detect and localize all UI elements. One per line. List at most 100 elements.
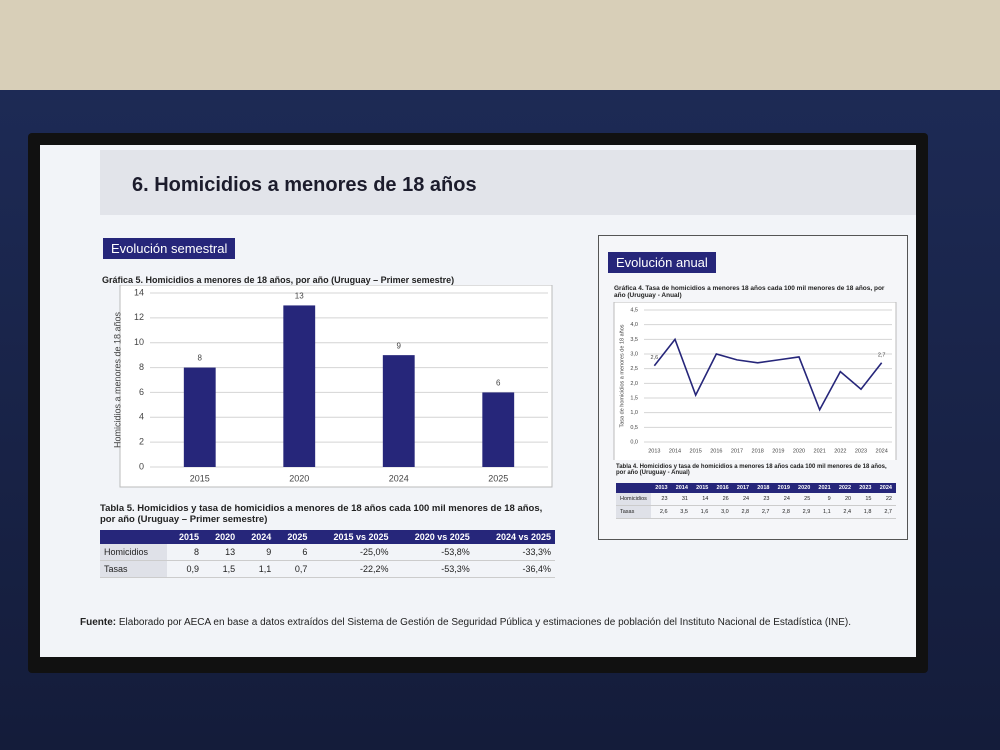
- table-cell: -53,8%: [392, 544, 474, 561]
- table-cell: 25: [793, 493, 815, 506]
- title-bar: [100, 150, 916, 215]
- header-cell: 2015: [691, 483, 713, 493]
- line-chart: 0,0 0,5 1,0 1,5 2,0 2,5 3,0 3,5 4,0 4,5 Tasa de ho…: [613, 302, 897, 460]
- table-row: Homicidios 23 31 14 26 24 23 24 25 9 20 15 22: [616, 493, 896, 506]
- y-tick-label: 1,5: [630, 395, 638, 401]
- table-cell: 22: [875, 493, 896, 506]
- table-cell: -53,3%: [392, 560, 474, 578]
- table-cell: Homicidios: [100, 544, 167, 561]
- y-tick-label: 3,5: [630, 337, 638, 343]
- x-tick-label: 2015: [190, 473, 210, 483]
- table-cell: 2,7: [753, 505, 774, 519]
- y-tick-label: 12: [134, 312, 144, 322]
- y-tick-label: 3,0: [630, 351, 638, 357]
- table-row: Tasas 0,9 1,5 1,1 0,7 -22,2% -53,3% -36,4%: [100, 560, 555, 578]
- section-label: Evolución semestral: [103, 238, 236, 259]
- x-tick-label: 2024: [876, 448, 888, 454]
- table-cell: 8: [166, 544, 204, 561]
- x-tick-label: 2019: [772, 448, 784, 454]
- table: 2015 2020 2024 2025 2015 vs 2025 2020 vs 2025…: [100, 530, 555, 578]
- header-cell: 2025: [275, 530, 312, 544]
- y-tick-label: 4,0: [630, 322, 638, 328]
- header-cell: 2015 vs 2025: [311, 530, 393, 544]
- value-label: 8: [198, 354, 203, 363]
- table-cell: 2,4: [834, 505, 856, 519]
- table-cell: 2,9: [793, 505, 815, 519]
- y-tick-label: 14: [134, 287, 144, 297]
- bar: [382, 355, 415, 467]
- y-tick-label: 2: [139, 437, 144, 447]
- header-cell: 2016: [712, 483, 733, 493]
- x-tick-label: 2020: [793, 448, 805, 454]
- header-cell: 2024: [239, 530, 276, 544]
- table: 2013 2014 2015 2016 2017 2018 2019 2020 2021 2022…: [616, 483, 896, 519]
- table-cell: 9: [814, 493, 835, 506]
- table-cell: 15: [855, 493, 876, 506]
- value-label: 2,7: [878, 352, 886, 358]
- y-tick-label: 6: [139, 387, 144, 397]
- footer: Fuente: Elaborado por AECA en base a dat…: [80, 617, 851, 628]
- footer-text: Elaborado por AECA en base a datos extra…: [118, 617, 851, 628]
- table-cell: 2,8: [773, 505, 794, 519]
- table-cell: 3,5: [671, 505, 692, 519]
- table-cell: 1,8: [855, 505, 876, 519]
- x-tick-label: 2016: [710, 448, 722, 454]
- header-cell: [100, 530, 167, 544]
- table-cell: -33,3%: [473, 544, 555, 561]
- bar: [482, 392, 515, 467]
- table-cell: 2,8: [732, 505, 754, 519]
- y-tick-label: 1,0: [630, 410, 638, 416]
- header-cell: 2020: [203, 530, 240, 544]
- table-title: Tabla 4. Homicidios y tasa de homicidios…: [616, 464, 887, 476]
- x-tick-label: 2023: [855, 448, 867, 454]
- y-tick-label: 2,0: [630, 381, 638, 387]
- x-tick-label: 2014: [669, 448, 681, 454]
- table-row: Tasas 2,6 3,5 1,6 3,0 2,8 2,7 2,8 2,9 1,1 2,4 1,8 2,…: [616, 505, 896, 519]
- table-cell: 2,6: [651, 505, 672, 519]
- x-tick-label: 2022: [834, 448, 846, 454]
- table-cell: 23: [753, 493, 774, 506]
- header-cell: 2024 vs 2025: [473, 530, 555, 544]
- header-cell: 2013: [651, 483, 672, 493]
- table-cell: 31: [671, 493, 692, 506]
- line: [653, 337, 883, 412]
- slide-title: 6. Homicidios a menores de 18 años: [132, 174, 477, 196]
- header-cell: 2017: [732, 483, 754, 493]
- header-cell: 2023: [855, 483, 876, 493]
- table-title: Tabla 5. Homicidios y tasa de homicidios…: [100, 503, 543, 525]
- y-tick-label: 0,5: [630, 425, 638, 431]
- x-tick-label: 2024: [389, 473, 409, 483]
- header-cell: 2019: [773, 483, 794, 493]
- y-tick-label: 0: [139, 461, 144, 471]
- table-cell: -25,0%: [311, 544, 393, 561]
- header-row: 2015 2020 2024 2025 2015 vs 2025 2020 vs 2025…: [100, 530, 555, 544]
- header-cell: 2020 vs 2025: [392, 530, 474, 544]
- x-tick-label: 2021: [814, 448, 826, 454]
- header-row: 2013 2014 2015 2016 2017 2018 2019 2020 2021 2022…: [616, 483, 896, 493]
- header-cell: 2015: [166, 530, 204, 544]
- table-row: Homicidios 8 13 9 6 -25,0% -53,8% -33,3%: [100, 544, 555, 561]
- table-cell: 0,9: [166, 560, 204, 578]
- x-tick-label: 2025: [488, 473, 508, 483]
- table-cell: 1,1: [239, 560, 276, 578]
- bar: [183, 367, 216, 467]
- x-tick-label: 2018: [752, 448, 764, 454]
- chart-title: Gráfica 4. Tasa de homicidios a menores …: [614, 285, 885, 299]
- header-cell: 2014: [671, 483, 692, 493]
- value-label: 6: [496, 379, 501, 388]
- table-cell: Tasas: [100, 560, 167, 578]
- bar: [283, 305, 316, 467]
- table-cell: Tasas: [616, 505, 652, 519]
- table-cell: 9: [239, 544, 276, 561]
- header-cell: 2024: [875, 483, 896, 493]
- value-label: 9: [397, 341, 402, 350]
- y-axis-label: Homicidios a menores de 18 años: [112, 311, 122, 448]
- bar-chart: 0 2 4 6 8 10 12 14 Homicidios a menores de 18 añ…: [112, 285, 553, 488]
- table-cell: 1,5: [203, 560, 240, 578]
- y-tick-label: 0,0: [630, 439, 638, 445]
- table-cell: 24: [773, 493, 794, 506]
- chart-title: Gráfica 5. Homicidios a menores de 18 añ…: [102, 275, 455, 285]
- value-label: 13: [295, 292, 304, 301]
- table-cell: 6: [275, 544, 312, 561]
- section-label: Evolución anual: [608, 252, 716, 273]
